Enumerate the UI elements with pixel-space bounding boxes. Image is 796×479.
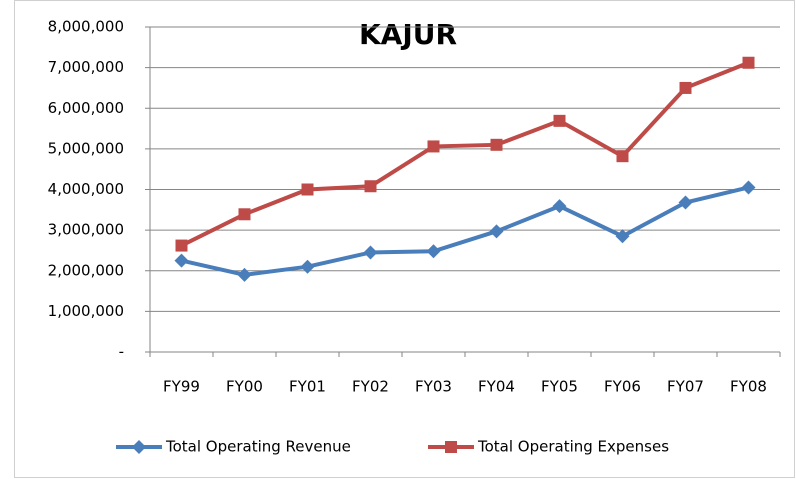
- chart-frame: [14, 0, 795, 478]
- y-tick-label: 3,000,000: [48, 221, 124, 239]
- data-point: [552, 199, 567, 214]
- data-point: [175, 239, 188, 252]
- x-tick-label: FY08: [730, 378, 767, 396]
- x-tick-label: FY00: [226, 378, 263, 396]
- data-point: [741, 180, 756, 195]
- x-tick-label: FY01: [289, 378, 326, 396]
- data-point: [616, 150, 629, 163]
- y-tick-label: 5,000,000: [48, 139, 124, 157]
- data-point: [427, 140, 440, 153]
- y-tick-label: 6,000,000: [48, 99, 124, 117]
- data-point: [742, 56, 755, 69]
- data-point: [490, 138, 503, 151]
- x-tick-label: FY02: [352, 378, 389, 396]
- data-point: [301, 183, 314, 196]
- data-point: [553, 114, 566, 127]
- data-point: [678, 195, 693, 210]
- y-tick-label: 8,000,000: [48, 18, 124, 36]
- x-tick-label: FY06: [604, 378, 641, 396]
- legend-marker: [132, 440, 146, 454]
- chart-title: KAJUR: [359, 18, 457, 51]
- x-tick-label: FY03: [415, 378, 452, 396]
- y-tick-label: 4,000,000: [48, 180, 124, 198]
- y-tick-label: -: [119, 343, 124, 361]
- data-point: [300, 259, 315, 274]
- data-point: [489, 224, 504, 239]
- data-point: [615, 229, 630, 244]
- series-line: [180, 60, 750, 248]
- data-point: [679, 81, 692, 94]
- legend-label: Total Operating Revenue: [165, 438, 351, 456]
- y-tick-label: 7,000,000: [48, 58, 124, 76]
- data-point: [364, 180, 377, 193]
- data-point: [363, 245, 378, 260]
- x-tick-label: FY99: [163, 378, 200, 396]
- x-tick-label: FY07: [667, 378, 704, 396]
- data-point: [237, 267, 252, 282]
- y-tick-label: 1,000,000: [48, 302, 124, 320]
- x-tick-label: FY05: [541, 378, 578, 396]
- data-point: [174, 253, 189, 268]
- data-point: [426, 244, 441, 259]
- series-line: [181, 185, 749, 277]
- legend-marker: [445, 441, 457, 453]
- legend-label: Total Operating Expenses: [477, 438, 669, 456]
- y-tick-label: 2,000,000: [48, 261, 124, 279]
- x-tick-label: FY04: [478, 378, 515, 396]
- data-point: [238, 208, 251, 221]
